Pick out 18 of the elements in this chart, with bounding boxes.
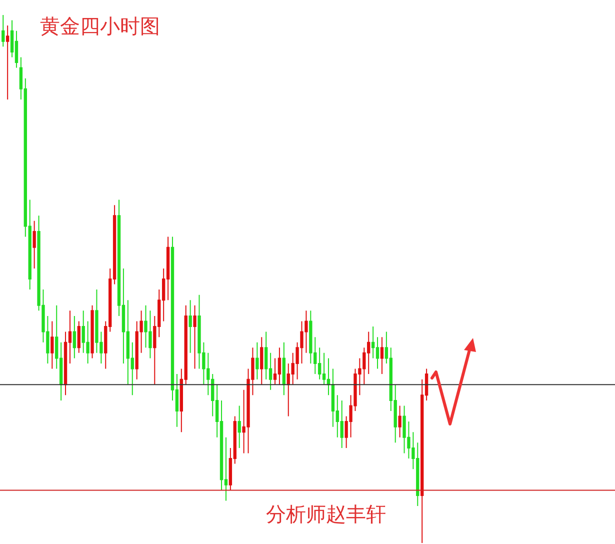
candlestick (32, 220, 36, 269)
candlestick (380, 336, 384, 375)
candlestick (282, 342, 286, 396)
candlestick (90, 304, 94, 359)
candlestick (72, 315, 76, 359)
candlestick (2, 14, 5, 48)
candlestick (193, 304, 196, 370)
candlestick (260, 336, 264, 386)
candlestick (50, 320, 54, 370)
candlestick (398, 405, 402, 438)
candlestick (77, 320, 80, 354)
candlestick (6, 25, 10, 100)
annotation: 分析师赵丰轩 (266, 502, 386, 526)
candlestick (256, 342, 259, 380)
candlestick (278, 347, 282, 386)
candlestick (188, 300, 192, 354)
candlestick (238, 405, 241, 448)
chart-title: 黄金四小时图 (40, 14, 160, 38)
